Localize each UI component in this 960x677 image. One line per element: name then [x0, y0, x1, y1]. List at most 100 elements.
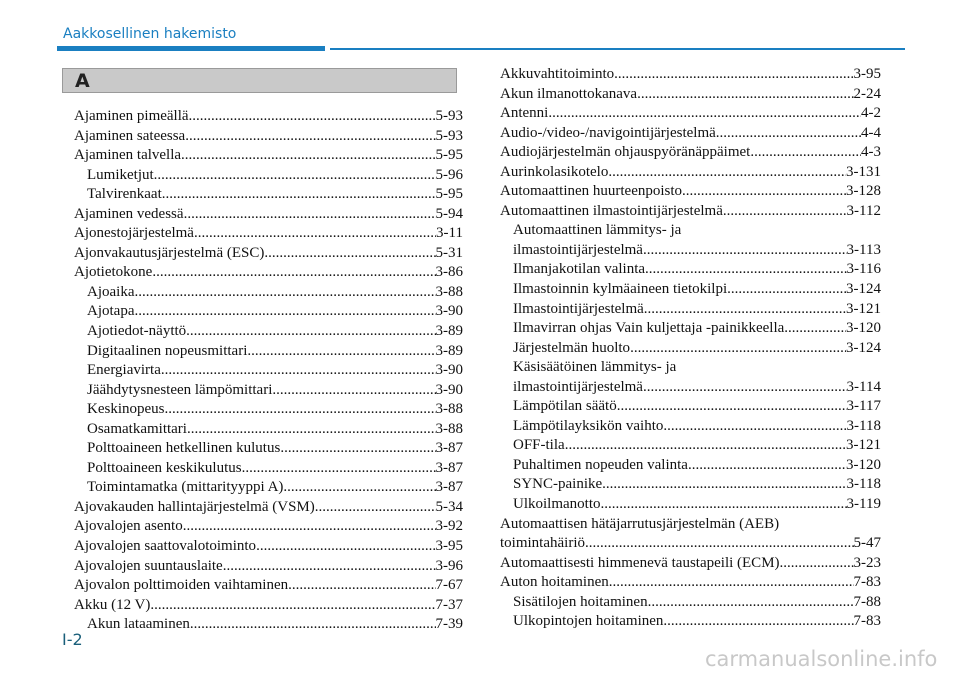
dot-leader	[185, 127, 435, 147]
dot-leader	[242, 459, 436, 479]
entry-label: Sisätilojen hoitaminen	[513, 593, 648, 610]
dot-leader	[688, 456, 846, 476]
entry-label: Automaattisesti himmenevä taustapeili (E…	[500, 554, 780, 571]
entry: Ajonestojärjestelmä 3-11	[74, 224, 463, 244]
dot-leader	[645, 260, 847, 280]
page-ref: 3-90	[435, 303, 464, 320]
page-ref: 4-4	[861, 124, 881, 141]
page-ref: 7-39	[435, 616, 464, 633]
page-ref: 5-96	[435, 166, 464, 183]
subentry: Osamatkamittari 3-88	[74, 420, 463, 440]
dot-leader	[152, 263, 435, 283]
subentry: Akun lataaminen 7-39	[74, 615, 463, 635]
index-column: Ajaminen pimeällä 5-93 Ajaminen sateessa 5-…	[74, 107, 463, 635]
entry-label: Ilmastointijärjestelmä	[513, 300, 644, 317]
watermark: carmanualsonline.info	[705, 647, 938, 671]
index-column: Akkuvahtitoiminto 3-95 Akun ilmanottokanav…	[500, 65, 881, 632]
subentry: Lämpötilayksikön vaihto 3-118	[500, 417, 881, 437]
entry-label: Polttoaineen hetkellinen kulutus	[87, 440, 281, 457]
subentry: Puhaltimen nopeuden valinta 3-120	[500, 456, 881, 476]
dot-leader	[189, 107, 436, 127]
dot-leader	[585, 534, 854, 554]
dot-leader	[630, 339, 846, 359]
dot-leader	[162, 185, 436, 205]
entry-label: Ajotietokone	[74, 264, 153, 281]
dot-leader	[186, 322, 435, 342]
entry-label: Ajovalojen asento	[74, 518, 183, 535]
entry-label: ilmastointijärjestelmä	[513, 378, 643, 395]
subentry: Sisätilojen hoitaminen 7-88	[500, 593, 881, 613]
entry: Akun ilmanottokanava 2-24	[500, 85, 881, 105]
entry: Automaattinen huurteenpoisto 3-128	[500, 182, 881, 202]
page-ref: 4-3	[861, 144, 881, 161]
subentry: OFF-tila 3-121	[500, 436, 881, 456]
dot-leader	[565, 436, 846, 456]
entry-label: Talvirenkaat	[87, 186, 162, 203]
dot-leader	[780, 554, 854, 574]
subentry: Ilmavirran ohjas Vain kuljettaja -painik…	[500, 319, 881, 339]
subentry: Lumiketjut 5-96	[74, 166, 463, 186]
header-rule	[330, 48, 905, 50]
dot-leader	[283, 478, 435, 498]
entry: Automaattisesti himmenevä taustapeili (E…	[500, 554, 881, 574]
dot-leader	[190, 615, 436, 635]
dot-leader	[663, 417, 846, 437]
dot-leader	[614, 65, 853, 85]
page-ref: 3-119	[846, 496, 881, 513]
dot-leader	[154, 166, 436, 186]
entry-label: Automaattinen lämmitys- ja	[513, 222, 682, 239]
page-ref: 7-37	[435, 596, 464, 613]
page-ref: 3-89	[435, 342, 464, 359]
entry-label: Ajonestojärjestelmä	[74, 225, 194, 242]
subentry: Energiavirta 3-90	[74, 361, 463, 381]
page-ref: 3-92	[435, 518, 464, 535]
page-ref: 5-47	[853, 535, 882, 552]
dot-leader	[727, 280, 846, 300]
page-number: I-2	[62, 630, 83, 649]
subentry: Automaattinen lämmitys- ja	[500, 221, 881, 241]
entry: Ajaminen talvella 5-95	[74, 146, 463, 166]
page-ref: 3-112	[846, 202, 881, 219]
entry-label: Toimintamatka (mittarityyppi A)	[87, 479, 284, 496]
page-ref: 3-96	[435, 557, 464, 574]
entry-label: ilmastointijärjestelmä	[513, 241, 643, 258]
page-ref: 5-34	[435, 498, 464, 515]
dot-leader	[256, 537, 435, 557]
dot-leader	[663, 612, 853, 632]
page-ref: 3-118	[846, 417, 881, 434]
entry-label: Ilmavirran ohjas Vain kuljettaja -painik…	[513, 320, 785, 337]
dot-leader	[187, 420, 436, 440]
subentry: Järjestelmän huolto 3-124	[500, 339, 881, 359]
entry-label: Antenni	[500, 105, 549, 122]
dot-leader	[165, 400, 436, 420]
page-ref: 3-121	[846, 300, 881, 317]
entry: Ajovalon polttimoiden vaihtaminen 7-67	[74, 576, 463, 596]
subentry: Ajotapa 3-90	[74, 302, 463, 322]
section-letter: A	[75, 70, 90, 92]
subentry: Polttoaineen hetkellinen kulutus 3-87	[74, 439, 463, 459]
page-ref: 3-88	[435, 401, 464, 418]
entry: Automaattisen hätäjarrutusjärjestelmän (…	[500, 515, 881, 535]
dot-leader	[601, 495, 847, 515]
entry: Aurinkolasikotelo 3-131	[500, 163, 881, 183]
entry-label: Lämpötilan säätö	[513, 398, 617, 415]
dot-leader	[548, 104, 861, 124]
page-ref: 5-95	[435, 147, 464, 164]
dot-leader	[750, 143, 861, 163]
page-ref: 3-90	[435, 381, 464, 398]
entry-label: Ilmanjakotilan valinta	[513, 261, 646, 278]
entry-label: Akun lataaminen	[87, 616, 190, 633]
page-ref: 3-95	[853, 66, 882, 82]
subentry: Keskinopeus 3-88	[74, 400, 463, 420]
entry-label: Puhaltimen nopeuden valinta	[513, 456, 688, 473]
dot-leader	[648, 593, 854, 613]
dot-leader	[637, 85, 853, 105]
entry: Audiojärjestelmän ohjauspyöränäppäimet 4-…	[500, 143, 881, 163]
entry-label: Ulkopintojen hoitaminen	[513, 613, 664, 630]
page-ref: 3-89	[435, 323, 464, 340]
page-ref: 7-88	[853, 593, 882, 610]
subentry: Ajoaika 3-88	[74, 283, 463, 303]
page-ref: 3-87	[435, 459, 464, 476]
entry-label: Audio-/video-/navigointijärjestelmä	[500, 124, 716, 141]
page-ref: 3-120	[846, 456, 881, 473]
